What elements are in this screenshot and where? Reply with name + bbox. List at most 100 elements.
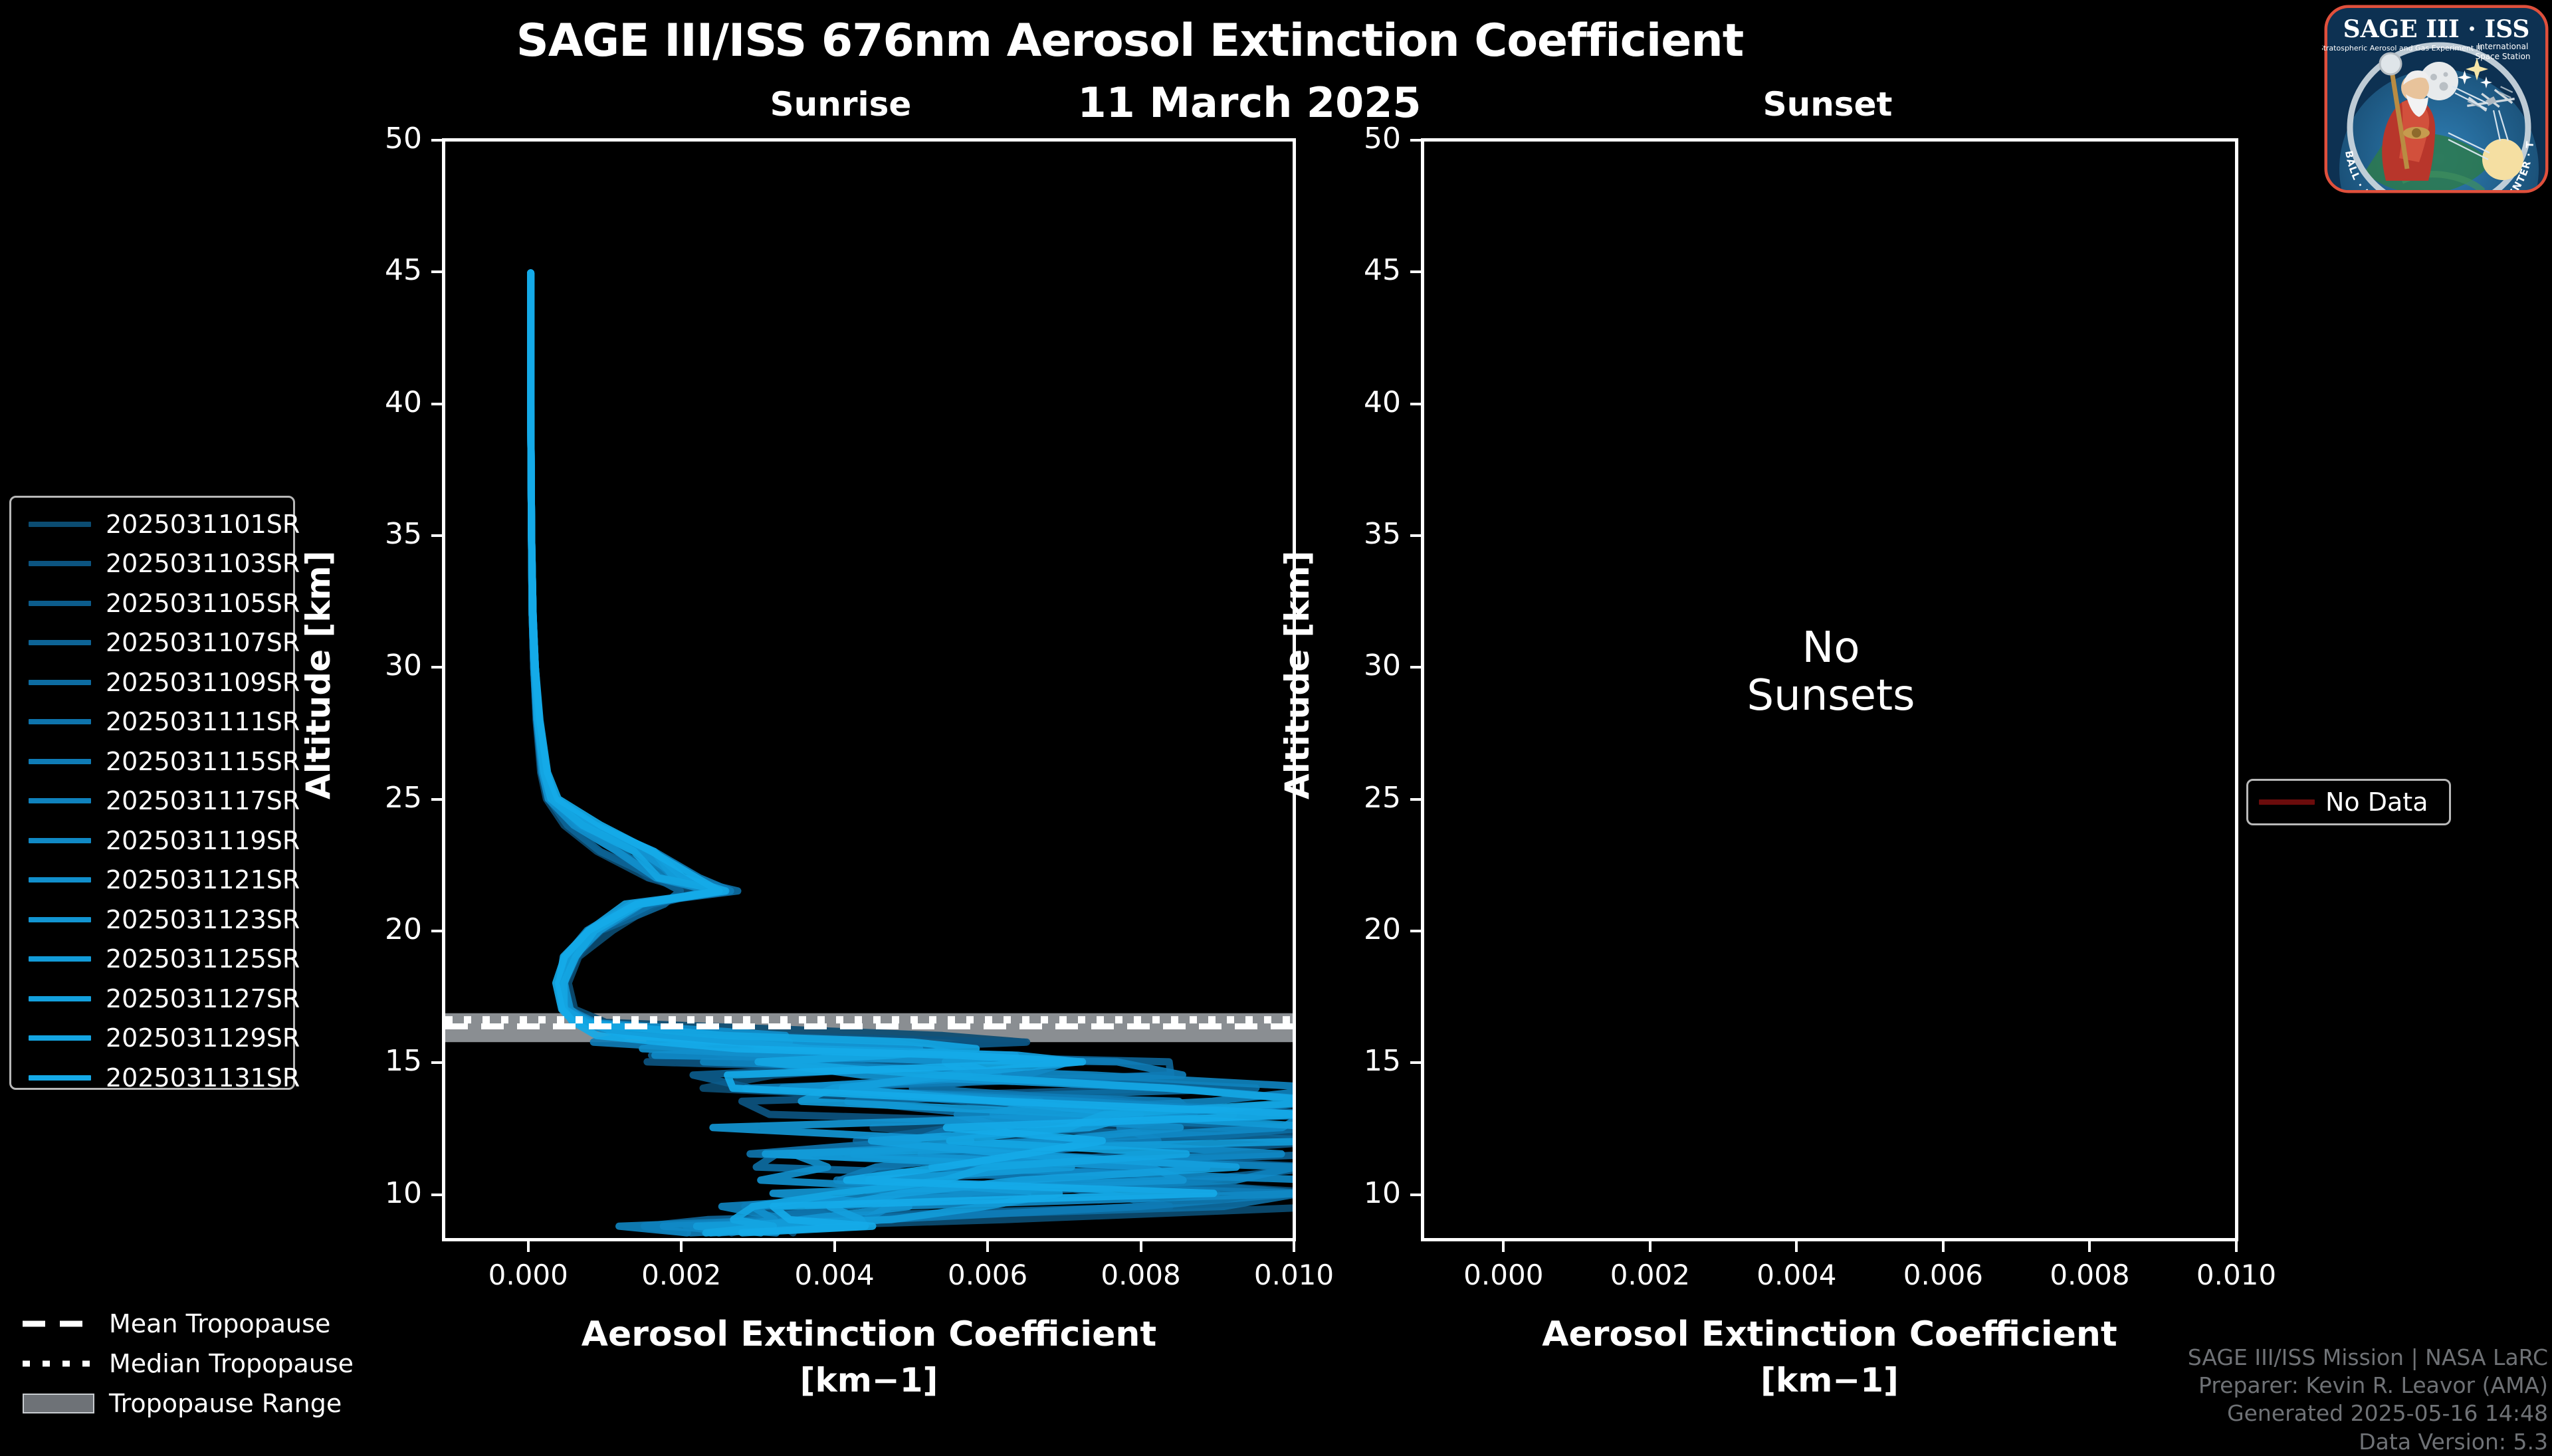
profile-legend[interactable]: 2025031101SR 2025031103SR 2025031105SR 2025… (9, 496, 300, 1092)
x-axis-unit-left: [km−1] (799, 1361, 938, 1400)
profile-legend-label: 2025031111SR (106, 707, 300, 737)
key-mark (23, 1320, 94, 1327)
profile-legend-label: 2025031109SR (106, 667, 300, 697)
x-tick-mark-left-0.002 (680, 1241, 683, 1252)
profile-legend-label: 2025031115SR (106, 746, 300, 776)
profile-line-swatch (29, 640, 91, 646)
no-data-label: No Data (2325, 787, 2428, 817)
x-tick-label-left-0.002: 0.002 (641, 1259, 722, 1291)
x-tick-mark-right-0.008 (2088, 1241, 2091, 1252)
y-tick-label-left-45: 45 (385, 253, 422, 288)
y-tick-mark-right-30 (1410, 666, 1421, 669)
x-tick-label-right-0.008: 0.008 (2050, 1259, 2130, 1291)
y-tick-mark-left-50 (431, 139, 442, 142)
legend-row-profile[interactable]: 2025031129SR (11, 1019, 300, 1059)
y-tick-mark-right-35 (1410, 534, 1421, 537)
y-tick-label-left-30: 30 (385, 649, 422, 683)
legend-row-profile[interactable]: 2025031123SR (11, 900, 300, 940)
y-tick-label-right-15: 15 (1364, 1044, 1401, 1079)
legend-row-profile[interactable]: 2025031119SR (11, 821, 300, 861)
extinction-profile-line (527, 269, 1293, 1237)
y-tick-label-right-35: 35 (1364, 516, 1401, 551)
profile-line-swatch (29, 995, 91, 1001)
legend-row-profile[interactable]: 2025031109SR (11, 663, 300, 702)
no-sunsets-message: No Sunsets (1747, 623, 1915, 720)
patch-subtitle-left: Stratospheric Aerosol and Gas Experiment… (2322, 44, 2482, 52)
y-tick-mark-left-10 (431, 1193, 442, 1196)
mean-tropopause-dash-key (23, 1315, 94, 1332)
sage-iii-iss-mission-patch-logo: BALL · NASA LANGLEY RESEARCH CENTER · TA… (2319, 3, 2551, 195)
profile-line-swatch (29, 1035, 91, 1041)
y-tick-label-right-10: 10 (1364, 1176, 1401, 1210)
y-tick-label-right-20: 20 (1364, 912, 1401, 946)
y-tick-mark-left-15 (431, 1061, 442, 1065)
legend-row-profile[interactable]: 2025031111SR (11, 702, 300, 742)
sunset-panel-title: Sunset (1762, 85, 1893, 124)
profile-line-swatch (29, 837, 91, 843)
y-tick-label-left-20: 20 (385, 912, 422, 946)
x-tick-label-left-0.004: 0.004 (794, 1259, 875, 1291)
tropopause-legend-label: Median Tropopause (109, 1349, 354, 1378)
legend-row-profile[interactable]: 2025031103SR (11, 544, 300, 584)
x-tick-mark-left-0.006 (986, 1241, 990, 1252)
patch-subtitle-right-2: Space Station (2475, 52, 2530, 61)
date-subtitle: 11 March 2025 (1077, 78, 1422, 127)
profile-legend-label: 2025031117SR (106, 786, 300, 816)
x-axis-label-left: Aerosol Extinction Coefficient (581, 1314, 1157, 1354)
profile-line-swatch (29, 798, 91, 804)
sunrise-plot-area (442, 138, 1296, 1241)
x-tick-mark-right-0.002 (1648, 1241, 1651, 1252)
y-tick-mark-right-40 (1410, 402, 1421, 405)
profile-line-swatch (29, 877, 91, 883)
tropopause-legend-row: Tropopause Range (13, 1384, 385, 1423)
y-tick-label-left-15: 15 (385, 1044, 422, 1079)
x-tick-mark-right-0.006 (1941, 1241, 1945, 1252)
no-data-line-swatch (2259, 799, 2315, 805)
profile-line-swatch (29, 1075, 91, 1081)
no-data-legend[interactable]: No Data (2246, 779, 2451, 825)
y-tick-label-left-25: 25 (385, 780, 422, 815)
x-tick-label-right-0.000: 0.000 (1463, 1259, 1544, 1291)
x-tick-label-right-0.006: 0.006 (1903, 1259, 1984, 1291)
patch-title: SAGE III · ISS (2343, 15, 2530, 43)
y-tick-label-left-10: 10 (385, 1176, 422, 1210)
legend-row-profile[interactable]: 2025031107SR (11, 623, 300, 663)
x-tick-mark-right-0.004 (1795, 1241, 1798, 1252)
y-tick-mark-left-45 (431, 270, 442, 274)
y-axis-label-left: Altitude [km] (299, 550, 338, 799)
x-tick-label-right-0.002: 0.002 (1610, 1259, 1690, 1291)
key-mark (23, 1394, 94, 1413)
y-tick-label-right-45: 45 (1364, 253, 1401, 288)
y-tick-label-left-50: 50 (385, 122, 422, 156)
profile-legend-label: 2025031127SR (106, 984, 300, 1013)
tropopause-legend-row: Median Tropopause (13, 1344, 385, 1384)
y-tick-mark-right-20 (1410, 929, 1421, 932)
tropopause-legend-row: Mean Tropopause (13, 1304, 385, 1344)
profile-line-swatch (29, 521, 91, 527)
x-tick-label-left-0.000: 0.000 (488, 1259, 568, 1291)
legend-row-profile[interactable]: 2025031125SR (11, 940, 300, 980)
y-tick-mark-right-10 (1410, 1193, 1421, 1196)
legend-row-profile[interactable]: 2025031127SR (11, 979, 300, 1019)
legend-row-profile[interactable]: 2025031131SR (11, 1058, 300, 1098)
tropopause-range-band-key (23, 1394, 94, 1413)
x-tick-label-left-0.010: 0.010 (1253, 1259, 1334, 1291)
profile-legend-label: 2025031119SR (106, 825, 300, 855)
legend-row-profile[interactable]: 2025031121SR (11, 861, 300, 900)
legend-row-profile[interactable]: 2025031117SR (11, 781, 300, 821)
y-tick-mark-left-30 (431, 666, 442, 669)
x-tick-mark-left-0.004 (833, 1241, 836, 1252)
x-tick-label-right-0.010: 0.010 (2196, 1259, 2277, 1291)
sunset-plot-area (1421, 138, 2238, 1241)
x-tick-label-right-0.004: 0.004 (1756, 1259, 1837, 1291)
y-tick-mark-left-25 (431, 797, 442, 801)
legend-row-profile[interactable]: 2025031115SR (11, 742, 300, 781)
y-tick-label-left-40: 40 (385, 385, 422, 419)
y-tick-mark-right-25 (1410, 797, 1421, 801)
legend-row-no-data: No Data (2248, 781, 2449, 823)
y-tick-label-right-40: 40 (1364, 385, 1401, 419)
x-axis-unit-right: [km−1] (1760, 1361, 1899, 1400)
legend-row-profile[interactable]: 2025031105SR (11, 583, 300, 623)
legend-row-profile[interactable]: 2025031101SR (11, 504, 300, 544)
patch-subtitle-right-1: International (2478, 42, 2529, 51)
